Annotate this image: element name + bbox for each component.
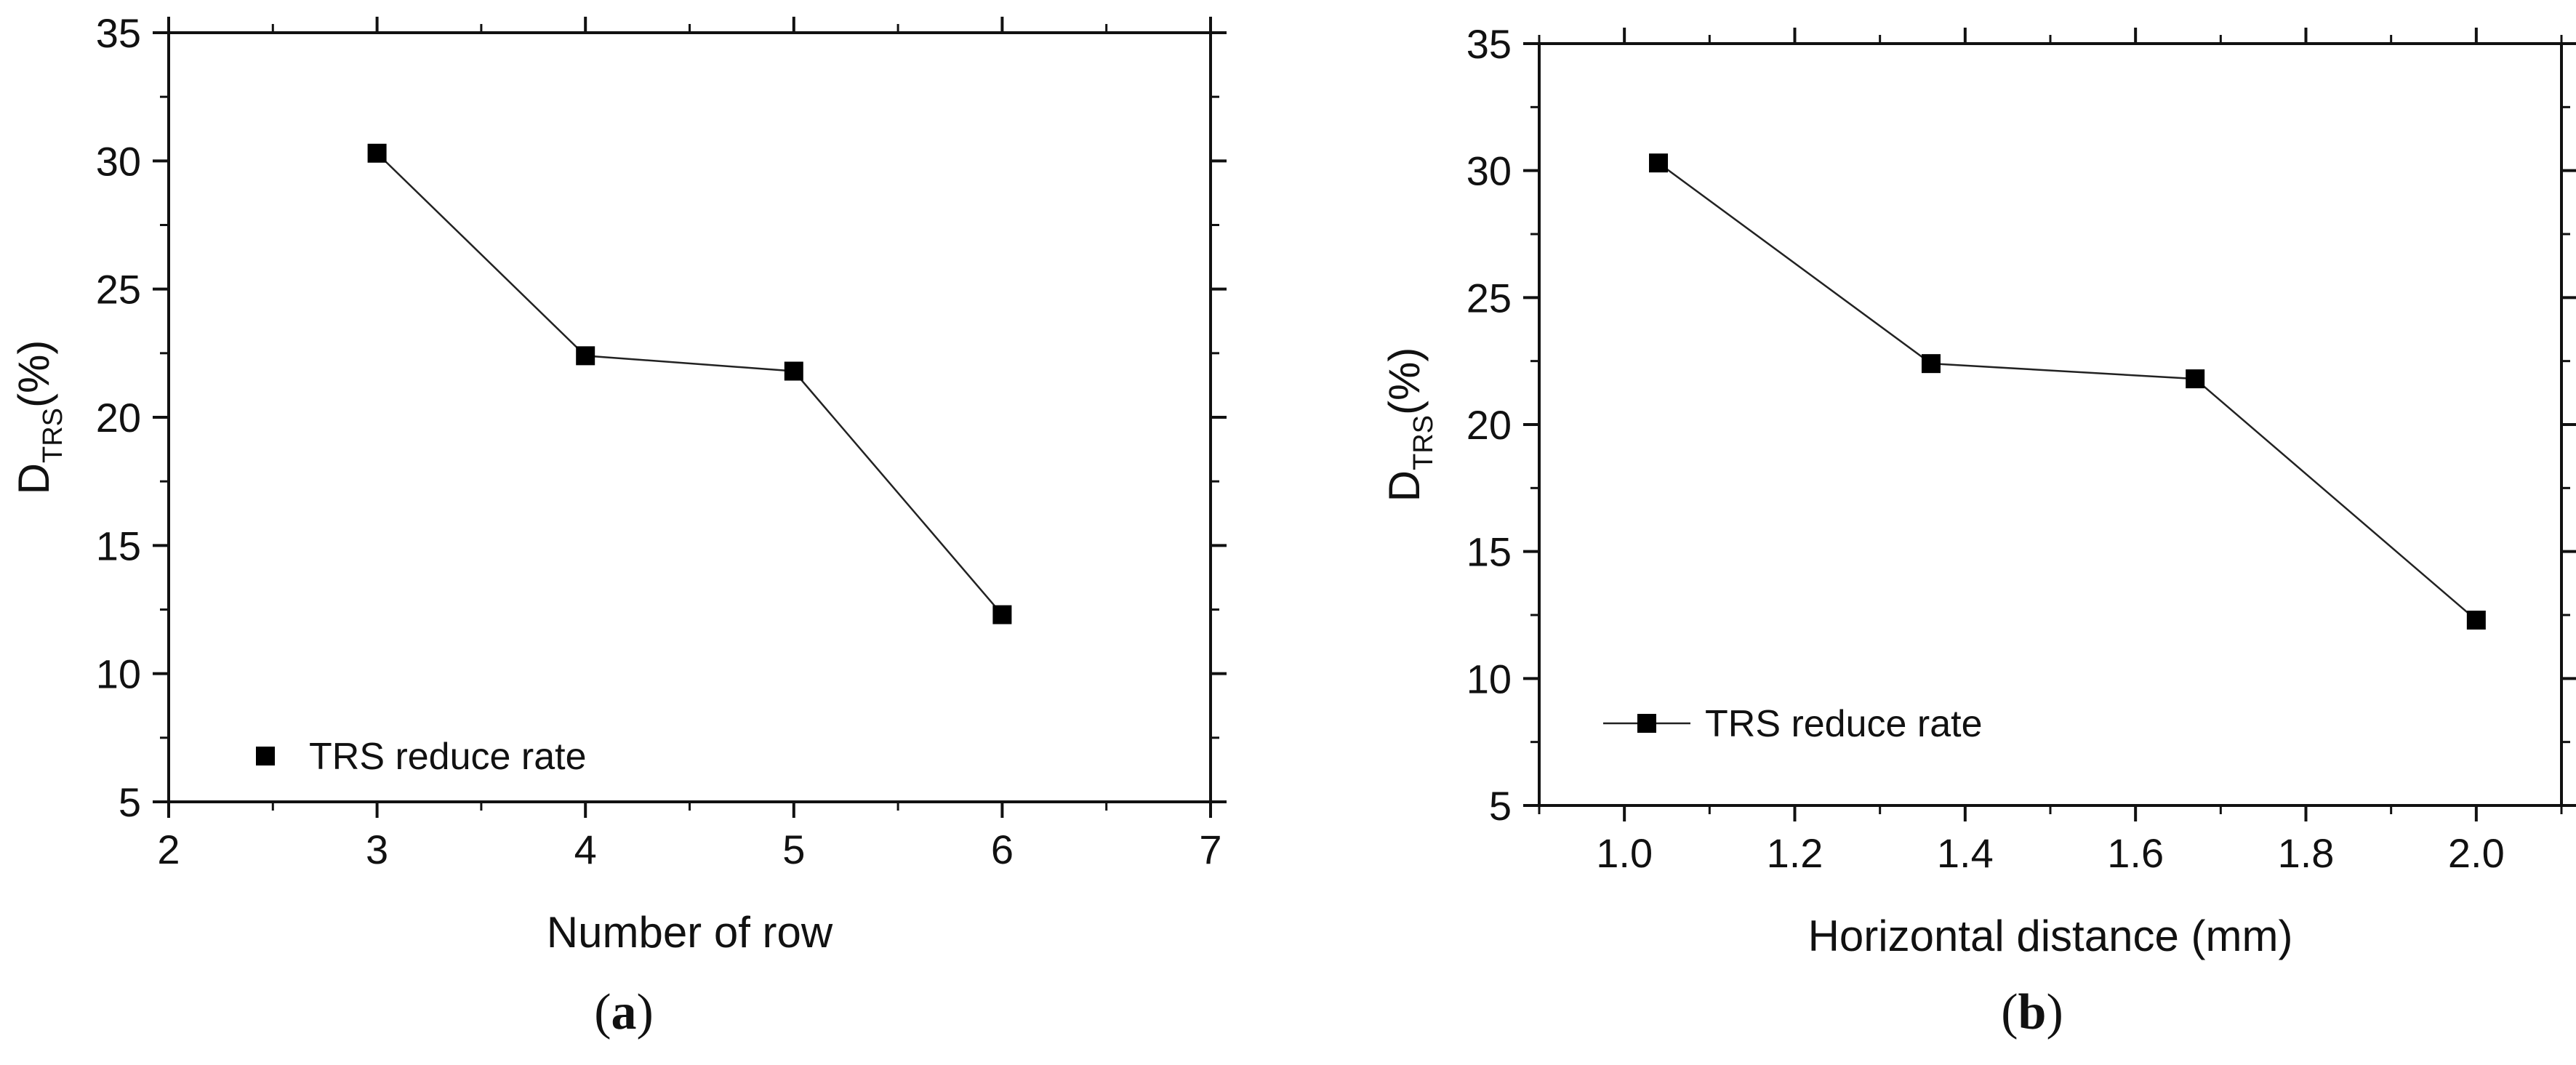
caption-letter: b: [2018, 984, 2047, 1040]
figure-caption: (b): [2001, 984, 2063, 1040]
legend-label: TRS reduce rate: [1705, 703, 1983, 745]
x-tick-label: 7: [1199, 827, 1221, 872]
plot-frame: [1538, 42, 2563, 807]
caption-close-paren: ): [2046, 984, 2063, 1040]
y-axis-title: DTRS(%): [9, 340, 68, 495]
y-tick-label: 30: [96, 138, 141, 184]
data-point: [784, 361, 803, 381]
x-axis-title: Number of row: [547, 908, 833, 957]
y-tick-label: 5: [119, 779, 141, 825]
x-tick-label: 1.6: [2107, 830, 2164, 876]
x-axis-title: Horizontal distance (mm): [1808, 912, 2293, 960]
series-line: [1658, 162, 2477, 621]
y-tick-label: 15: [96, 523, 141, 568]
data-point: [1649, 153, 1669, 173]
data-point: [367, 143, 387, 163]
data-point: [2186, 369, 2205, 389]
y-tick-label: 10: [96, 651, 141, 697]
y-tick-label: 20: [96, 395, 141, 441]
y-tick-label: 25: [96, 267, 141, 313]
y-tick-label: 5: [1489, 783, 1512, 829]
y-axis-title-unit: (%): [1380, 347, 1429, 415]
data-point: [1921, 354, 1941, 374]
y-tick-label: 15: [1466, 529, 1512, 575]
x-tick-label: 1.0: [1596, 830, 1653, 876]
caption-close-paren: ): [637, 984, 654, 1040]
x-tick-label: 1.8: [2278, 830, 2335, 876]
figure-caption: (a): [594, 984, 654, 1040]
x-tick-label: 3: [366, 827, 388, 872]
y-axis-title-sub: TRS: [38, 408, 68, 463]
data-point: [576, 346, 595, 366]
x-tick-label: 1.2: [1767, 830, 1823, 876]
chart-b: 1.0 1.2 1.4 1.6 1.8 2.0 5 10 15 20 25 30 35 Horizonta…: [1380, 21, 2576, 1040]
y-tick-label: 30: [1466, 148, 1512, 194]
series-line: [376, 152, 1003, 616]
legend-marker: [256, 747, 275, 765]
y-tick-label: 35: [1466, 21, 1512, 67]
y-axis-title-main: D: [1380, 470, 1429, 502]
x-tick-label: 1.4: [1937, 830, 1994, 876]
data-point: [2466, 610, 2486, 630]
y-tick-label: 25: [1466, 275, 1512, 321]
x-tick-label: 6: [991, 827, 1014, 872]
caption-open-paren: (: [2001, 984, 2018, 1040]
x-tick-label: 5: [782, 827, 805, 872]
y-tick-label: 20: [1466, 402, 1512, 448]
x-tick-label: 4: [574, 827, 597, 872]
data-point: [992, 605, 1012, 624]
legend-label: TRS reduce rate: [309, 736, 587, 778]
y-axis-title: DTRS(%): [1380, 347, 1439, 502]
y-axis-title-main: D: [9, 463, 58, 494]
legend-marker: [1637, 714, 1656, 733]
caption-open-paren: (: [594, 984, 611, 1040]
legend: TRS reduce rate: [256, 736, 587, 778]
y-axis-title-unit: (%): [9, 340, 58, 408]
y-tick-label: 10: [1466, 656, 1512, 702]
x-tick-label: 2.0: [2448, 830, 2505, 876]
legend: TRS reduce rate: [1603, 703, 1983, 745]
plot-frame: [167, 31, 1212, 803]
x-tick-label: 2: [157, 827, 180, 872]
caption-letter: a: [611, 984, 637, 1040]
y-tick-label: 35: [96, 10, 141, 56]
y-axis-title-sub: TRS: [1408, 415, 1439, 470]
